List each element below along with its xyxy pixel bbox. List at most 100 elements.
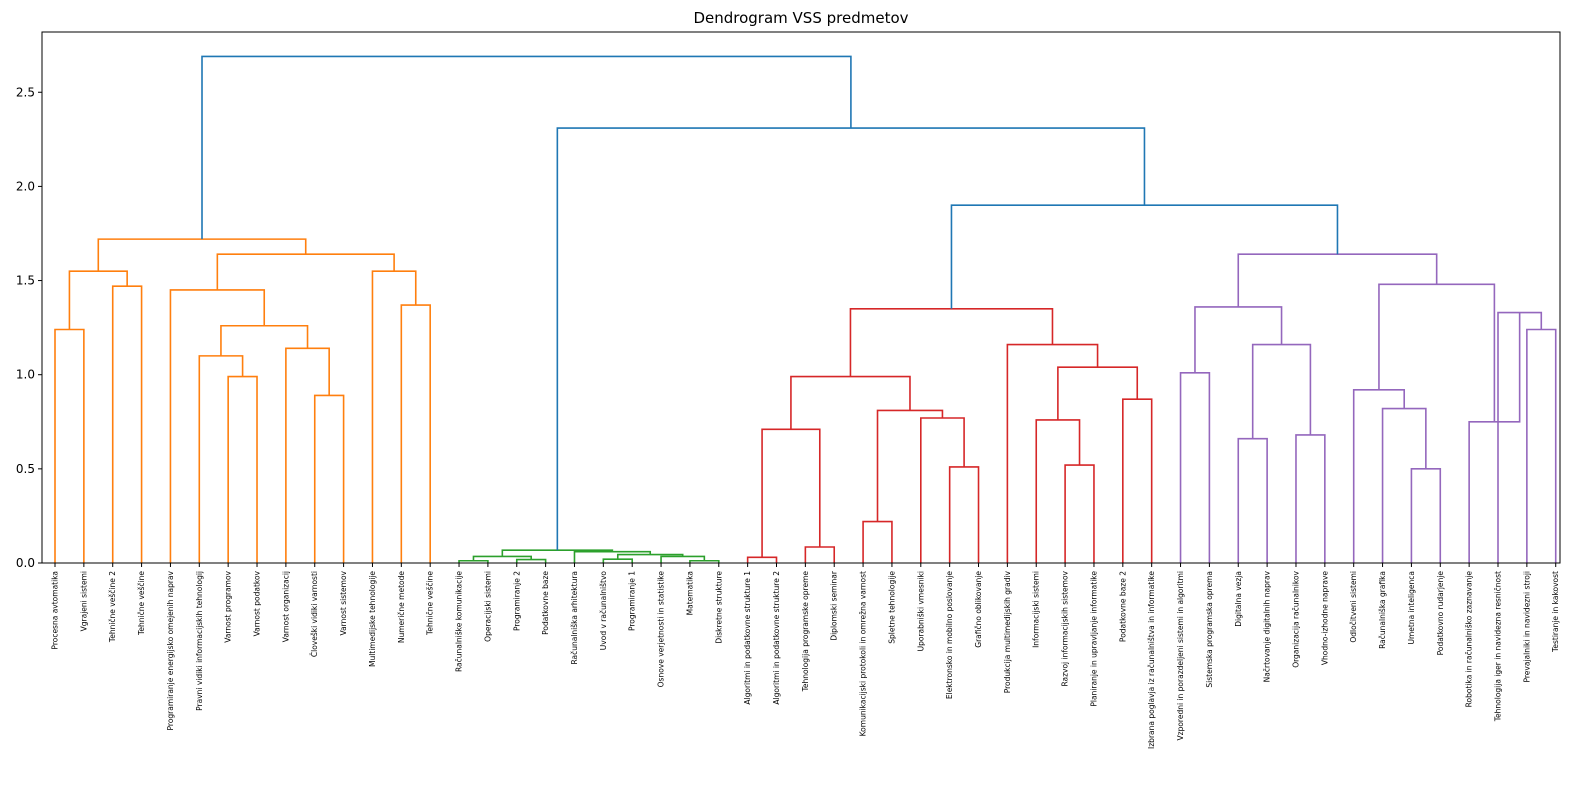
leaf-labels: Procesna avtomatika Vgrajeni sistemi Tehni… xyxy=(51,563,1560,749)
leaf-label: Prevajalniki in navidezni stroji xyxy=(1522,571,1531,683)
dendrogram-link-49 xyxy=(950,204,1339,309)
dendrogram-link-42 xyxy=(1381,407,1427,563)
dendrogram-link-50 xyxy=(556,127,1146,551)
y-tick-label: 2.0 xyxy=(16,179,35,193)
dendrogram-link-21 xyxy=(501,549,614,557)
leaf-label: Digitalna vezja xyxy=(1234,571,1243,627)
dendrogram-link-27 xyxy=(920,417,965,563)
dendrogram-link-48 xyxy=(1237,253,1438,307)
leaf-label: Pravni vidiki informacijskih tehnologij xyxy=(195,571,204,711)
dendrogram-link-31 xyxy=(1035,419,1081,563)
leaf-label: Organizacija računalnikov xyxy=(1291,570,1300,667)
dendrogram-link-16 xyxy=(602,558,633,563)
dendrogram-link-0 xyxy=(54,328,85,563)
dendrogram-link-8 xyxy=(169,289,266,563)
dendrogram-link-10 xyxy=(371,270,417,563)
leaf-label: Varnost programov xyxy=(224,570,233,642)
dendrogram-link-15 xyxy=(472,555,532,561)
leaf-label: Procesna avtomatika xyxy=(51,571,60,650)
dendrogram-link-4 xyxy=(198,355,244,563)
dendrogram-link-26 xyxy=(948,466,980,563)
dendrogram-link-36 xyxy=(1179,372,1211,563)
leaf-label: Vhodno-izhodne naprave xyxy=(1320,571,1329,666)
dendrogram-link-2 xyxy=(68,270,128,330)
dendrogram-link-19 xyxy=(616,553,684,560)
leaf-label: Uvod v računalništvo xyxy=(599,571,608,651)
dendrogram-link-5 xyxy=(313,394,345,563)
dendrogram-link-24 xyxy=(761,428,821,558)
leaf-label: Tehnične veščine xyxy=(426,571,435,636)
leaf-label: Računalniške komunikacije xyxy=(455,571,464,672)
leaf-label: Testiranje in kakovost xyxy=(1551,571,1560,653)
dendrogram-link-33 xyxy=(1057,366,1139,420)
leaf-label: Umetna inteligenca xyxy=(1407,571,1416,645)
dendrogram-link-32 xyxy=(1122,398,1153,563)
plot-frame xyxy=(41,31,1561,564)
leaf-label: Sistemska programska oprema xyxy=(1205,571,1214,688)
dendrogram-link-7 xyxy=(220,324,309,356)
leaf-label: Varnost organizacij xyxy=(281,571,290,642)
leaf-label: Diskretne strukture xyxy=(714,571,723,644)
leaf-label: Podatkovne baze xyxy=(541,571,550,635)
leaf-label: Uporabniški vmesniki xyxy=(916,571,925,651)
leaf-label: Podatkovno rudarjenje xyxy=(1436,571,1445,656)
dendrogram-link-44 xyxy=(1526,328,1557,563)
dendrogram-link-22 xyxy=(746,556,778,563)
leaf-label: Elektronsko in mobilno poslovanje xyxy=(945,571,954,700)
leaf-label: Programiranje energijsko omejenih naprav xyxy=(166,570,175,730)
dendrogram-link-23 xyxy=(804,546,836,563)
leaf-label: Varnost sistemov xyxy=(339,570,348,635)
leaf-label: Komunikacijski protokoli in omrežna varn… xyxy=(859,571,868,736)
y-tick-label: 1.0 xyxy=(16,368,35,382)
leaf-label: Računalniška arhitektura xyxy=(570,571,579,665)
leaf-label: Grafično oblikovanje xyxy=(974,571,983,648)
leaf-label: Vgrajeni sistemi xyxy=(79,571,88,631)
leaf-label: Numerične metode xyxy=(397,571,406,644)
leaf-label: Tehnologija programske opreme xyxy=(801,571,810,693)
dendrogram-link-18 xyxy=(660,555,706,563)
dendrogram-link-51 xyxy=(201,55,852,240)
dendrogram-link-34 xyxy=(1006,343,1099,563)
dendrogram-link-39 xyxy=(1251,343,1312,439)
leaf-label: Programiranje 1 xyxy=(628,571,637,631)
dendrogram-link-35 xyxy=(849,307,1054,377)
leaf-label: Vzporedni in porazdeljeni sistemi in alg… xyxy=(1176,571,1185,740)
dendrogram-link-12 xyxy=(97,238,307,272)
dendrogram-link-37 xyxy=(1237,437,1268,563)
leaf-label: Multimedijske tehnologije xyxy=(368,571,377,667)
leaf-label: Spletne tehnologije xyxy=(887,571,896,644)
y-tick-label: 2.5 xyxy=(16,85,35,99)
dendrogram-link-29 xyxy=(790,375,911,430)
leaf-label: Programiranje 2 xyxy=(512,571,521,631)
dendrogram-link-38 xyxy=(1295,434,1326,563)
dendrogram-link-30 xyxy=(1064,464,1095,563)
dendrogram-links xyxy=(54,55,1557,563)
y-tick-label: 1.5 xyxy=(16,274,35,288)
chart-title: Dendrogram VSS predmetov xyxy=(693,9,908,27)
dendrogram-link-28 xyxy=(876,409,944,522)
leaf-label: Algoritmi in podatkovne strukture 1 xyxy=(743,571,752,705)
leaf-label: Diplomski seminar xyxy=(830,570,839,641)
dendrogram-link-40 xyxy=(1194,306,1283,373)
leaf-label: Algoritmi in podatkovne strukture 2 xyxy=(772,571,781,705)
leaf-label: Tehnične veščine 2 xyxy=(108,571,117,643)
dendrogram-link-47 xyxy=(1378,283,1496,422)
dendrogram-link-14 xyxy=(515,558,547,563)
leaf-label: Podatkovne baze 2 xyxy=(1118,571,1127,642)
dendrogram-link-41 xyxy=(1410,468,1442,563)
dendrogram-link-1 xyxy=(111,285,143,563)
leaf-label: Robotika in računalniško zaznavanje xyxy=(1465,571,1474,708)
y-axis: 0.0 0.5 1.0 1.5 2.0 2.5 xyxy=(16,85,42,570)
dendrogram-link-20 xyxy=(573,550,652,563)
dendrogram-link-6 xyxy=(285,347,330,563)
leaf-label: Odločitveni sistemi xyxy=(1349,571,1358,643)
leaf-label: Produkcija multimedijskih gradiv xyxy=(1003,570,1012,693)
leaf-label: Operacijski sistemi xyxy=(483,571,492,642)
leaf-label: Izbrana poglavja iz računalništva in inf… xyxy=(1147,571,1156,749)
leaf-label: Matematika xyxy=(685,571,694,615)
leaf-label: Tehnologija iger in navidezna resničnost xyxy=(1494,571,1503,722)
leaf-label: Človeški vidiki varnosti xyxy=(310,571,319,657)
dendrogram-link-11 xyxy=(216,253,395,290)
leaf-label: Osnove verjetnosti in statistike xyxy=(657,571,666,688)
